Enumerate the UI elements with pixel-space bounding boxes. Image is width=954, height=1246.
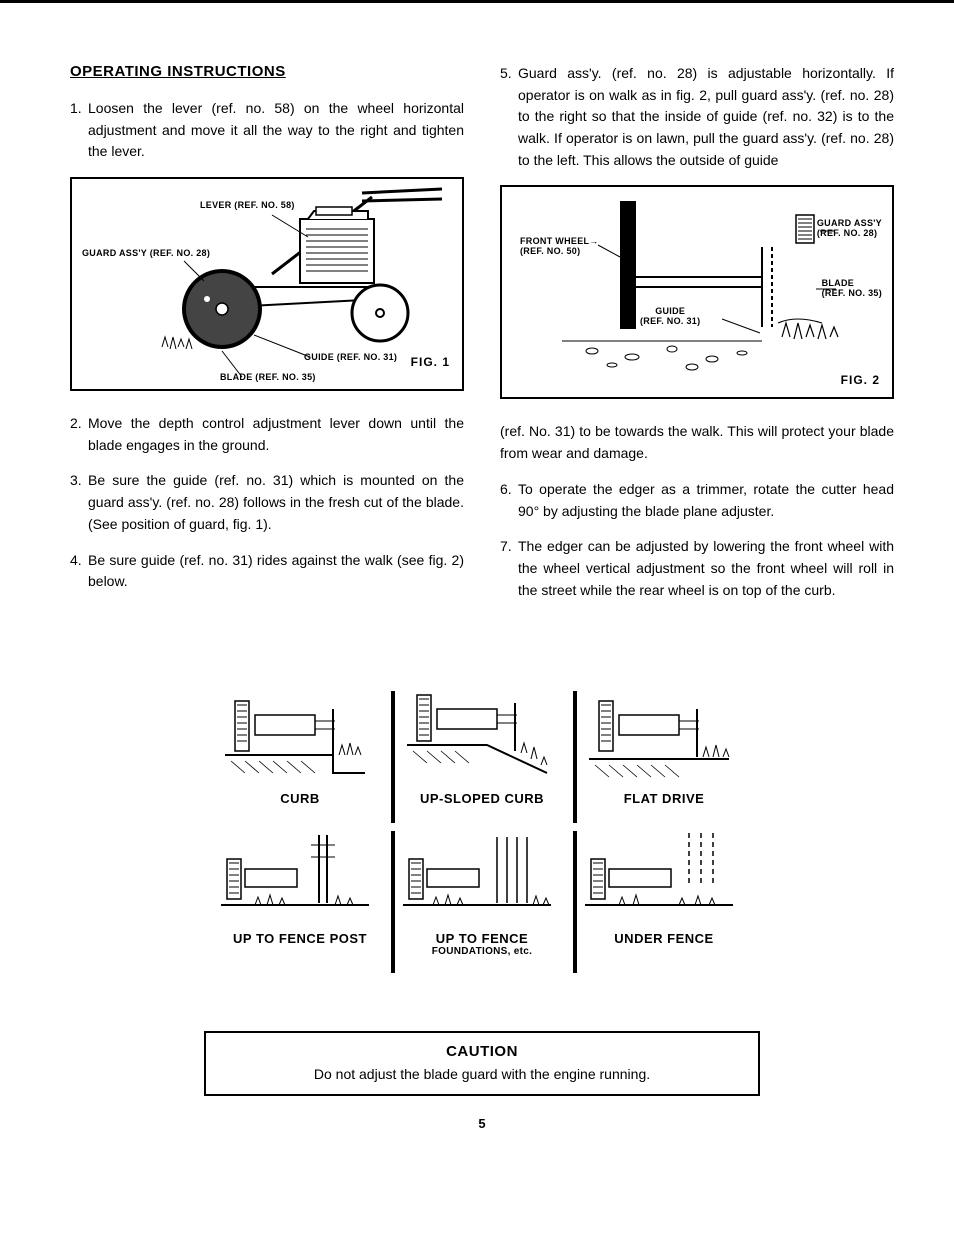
usage-icon [215, 685, 385, 785]
fig2-guard-label: GUARD ASS'Y (REF. NO. 28) [817, 219, 882, 239]
fig1-guide-label: GUIDE (REF. NO. 31) [304, 353, 397, 363]
label-line: FRONT WHEEL [520, 236, 589, 246]
label-line: BLADE [822, 278, 855, 288]
usage-row: UP TO FENCE POST [202, 825, 762, 976]
fig2-caption: FIG. 2 [841, 373, 880, 387]
usage-label: UP TO FENCE POST [215, 931, 385, 947]
fig1-lever-label: LEVER (REF. NO. 58) [200, 201, 295, 211]
page-number: 5 [70, 1116, 894, 1131]
fig1-blade-label: BLADE (REF. NO. 35) [220, 373, 316, 383]
instruction-item: 3. Be sure the guide (ref. no. 31) which… [70, 470, 464, 535]
continuation-text: (ref. No. 31) to be towards the walk. Th… [500, 421, 894, 464]
instruction-item: 5. Guard ass'y. (ref. no. 28) is adjusta… [500, 63, 894, 171]
label-line: (REF. NO. 50) [520, 246, 580, 256]
instruction-text: Move the depth control adjustment lever … [88, 413, 464, 456]
instruction-number: 1. [70, 98, 88, 163]
section-heading: OPERATING INSTRUCTIONS [70, 63, 464, 80]
usage-cell-upsloped: UP-SLOPED CURB [391, 685, 573, 825]
usage-label: UP TO FENCE [397, 931, 567, 947]
label-line: (REF. NO. 31) [640, 316, 700, 326]
caution-text: Do not adjust the blade guard with the e… [222, 1066, 742, 1082]
usage-icon [215, 825, 385, 925]
instruction-text: Guard ass'y. (ref. no. 28) is adjustable… [518, 63, 894, 171]
instruction-item: 4. Be sure guide (ref. no. 31) rides aga… [70, 550, 464, 593]
page: OPERATING INSTRUCTIONS 1. Loosen the lev… [0, 0, 954, 1246]
fig1-caption: FIG. 1 [411, 355, 450, 369]
fig1-guard-label: GUARD ASS'Y (REF. NO. 28) [82, 249, 210, 259]
label-line: GUIDE [655, 306, 685, 316]
label-line: GUARD ASS'Y [817, 218, 882, 228]
usage-icon [579, 825, 749, 925]
caution-title: CAUTION [222, 1043, 742, 1060]
usage-examples-grid: CURB UP-SLOPED CURB [202, 685, 762, 975]
instruction-number: 3. [70, 470, 88, 535]
usage-label: CURB [215, 791, 385, 807]
caution-box: CAUTION Do not adjust the blade guard wi… [204, 1031, 760, 1096]
usage-cell-underfence: UNDER FENCE [573, 825, 755, 976]
usage-cell-curb: CURB [209, 685, 391, 825]
usage-icon [579, 685, 749, 785]
fig2-guide-label: GUIDE (REF. NO. 31) [640, 307, 700, 327]
instruction-item: 1. Loosen the lever (ref. no. 58) on the… [70, 98, 464, 163]
instruction-number: 5. [500, 63, 518, 171]
instruction-text: Loosen the lever (ref. no. 58) on the wh… [88, 98, 464, 163]
instruction-number: 6. [500, 479, 518, 522]
fig2-frontwheel-label: FRONT WHEEL→ (REF. NO. 50) [520, 237, 599, 257]
instruction-text: Be sure guide (ref. no. 31) rides agains… [88, 550, 464, 593]
usage-cell-fencepost: UP TO FENCE POST [209, 825, 391, 976]
usage-row: CURB UP-SLOPED CURB [202, 685, 762, 825]
instruction-item: 7. The edger can be adjusted by lowering… [500, 536, 894, 601]
right-column: 5. Guard ass'y. (ref. no. 28) is adjusta… [500, 63, 894, 615]
instruction-text: To operate the edger as a trimmer, rotat… [518, 479, 894, 522]
usage-cell-flatdrive: FLAT DRIVE [573, 685, 755, 825]
two-column-layout: OPERATING INSTRUCTIONS 1. Loosen the lev… [70, 63, 894, 615]
usage-label: UP-SLOPED CURB [397, 791, 567, 807]
usage-sublabel: FOUNDATIONS, etc. [397, 946, 567, 957]
label-line: (REF. NO. 35) [822, 288, 882, 298]
instruction-number: 7. [500, 536, 518, 601]
left-column: OPERATING INSTRUCTIONS 1. Loosen the lev… [70, 63, 464, 615]
figure-1: LEVER (REF. NO. 58) GUARD ASS'Y (REF. NO… [70, 177, 464, 391]
figure-2: FRONT WHEEL→ (REF. NO. 50) GUARD ASS'Y (… [500, 185, 894, 399]
instruction-number: 2. [70, 413, 88, 456]
instruction-text: Be sure the guide (ref. no. 31) which is… [88, 470, 464, 535]
instruction-text: The edger can be adjusted by lowering th… [518, 536, 894, 601]
usage-cell-fence: UP TO FENCE FOUNDATIONS, etc. [391, 825, 573, 976]
usage-label: UNDER FENCE [579, 931, 749, 947]
fig2-blade-label: BLADE (REF. NO. 35) [822, 279, 882, 299]
instruction-number: 4. [70, 550, 88, 593]
usage-icon [397, 685, 567, 785]
instruction-item: 6. To operate the edger as a trimmer, ro… [500, 479, 894, 522]
instruction-item: 2. Move the depth control adjustment lev… [70, 413, 464, 456]
usage-icon [397, 825, 567, 925]
usage-label: FLAT DRIVE [579, 791, 749, 807]
label-line: (REF. NO. 28) [817, 228, 877, 238]
